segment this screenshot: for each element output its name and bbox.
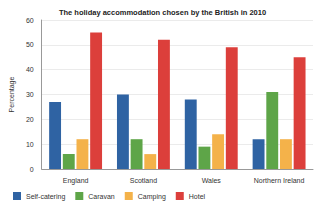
svg-text:0: 0 xyxy=(30,166,34,173)
svg-text:England: England xyxy=(63,177,89,185)
svg-text:30: 30 xyxy=(26,91,34,98)
svg-text:Caravan: Caravan xyxy=(88,193,115,200)
svg-text:Camping: Camping xyxy=(138,193,166,201)
svg-text:10: 10 xyxy=(26,141,34,148)
svg-text:The holiday accommodation chos: The holiday accommodation chosen by the … xyxy=(59,8,266,17)
svg-text:Wales: Wales xyxy=(202,177,222,184)
svg-text:50: 50 xyxy=(26,41,34,48)
svg-text:20: 20 xyxy=(26,116,34,123)
svg-text:Northern Ireland: Northern Ireland xyxy=(254,177,305,184)
svg-text:Self-catering: Self-catering xyxy=(26,193,65,201)
svg-text:Percentage: Percentage xyxy=(8,76,16,112)
svg-text:40: 40 xyxy=(26,66,34,73)
svg-text:Hotel: Hotel xyxy=(189,193,206,200)
svg-text:Scotland: Scotland xyxy=(130,177,157,184)
svg-text:60: 60 xyxy=(26,17,34,24)
